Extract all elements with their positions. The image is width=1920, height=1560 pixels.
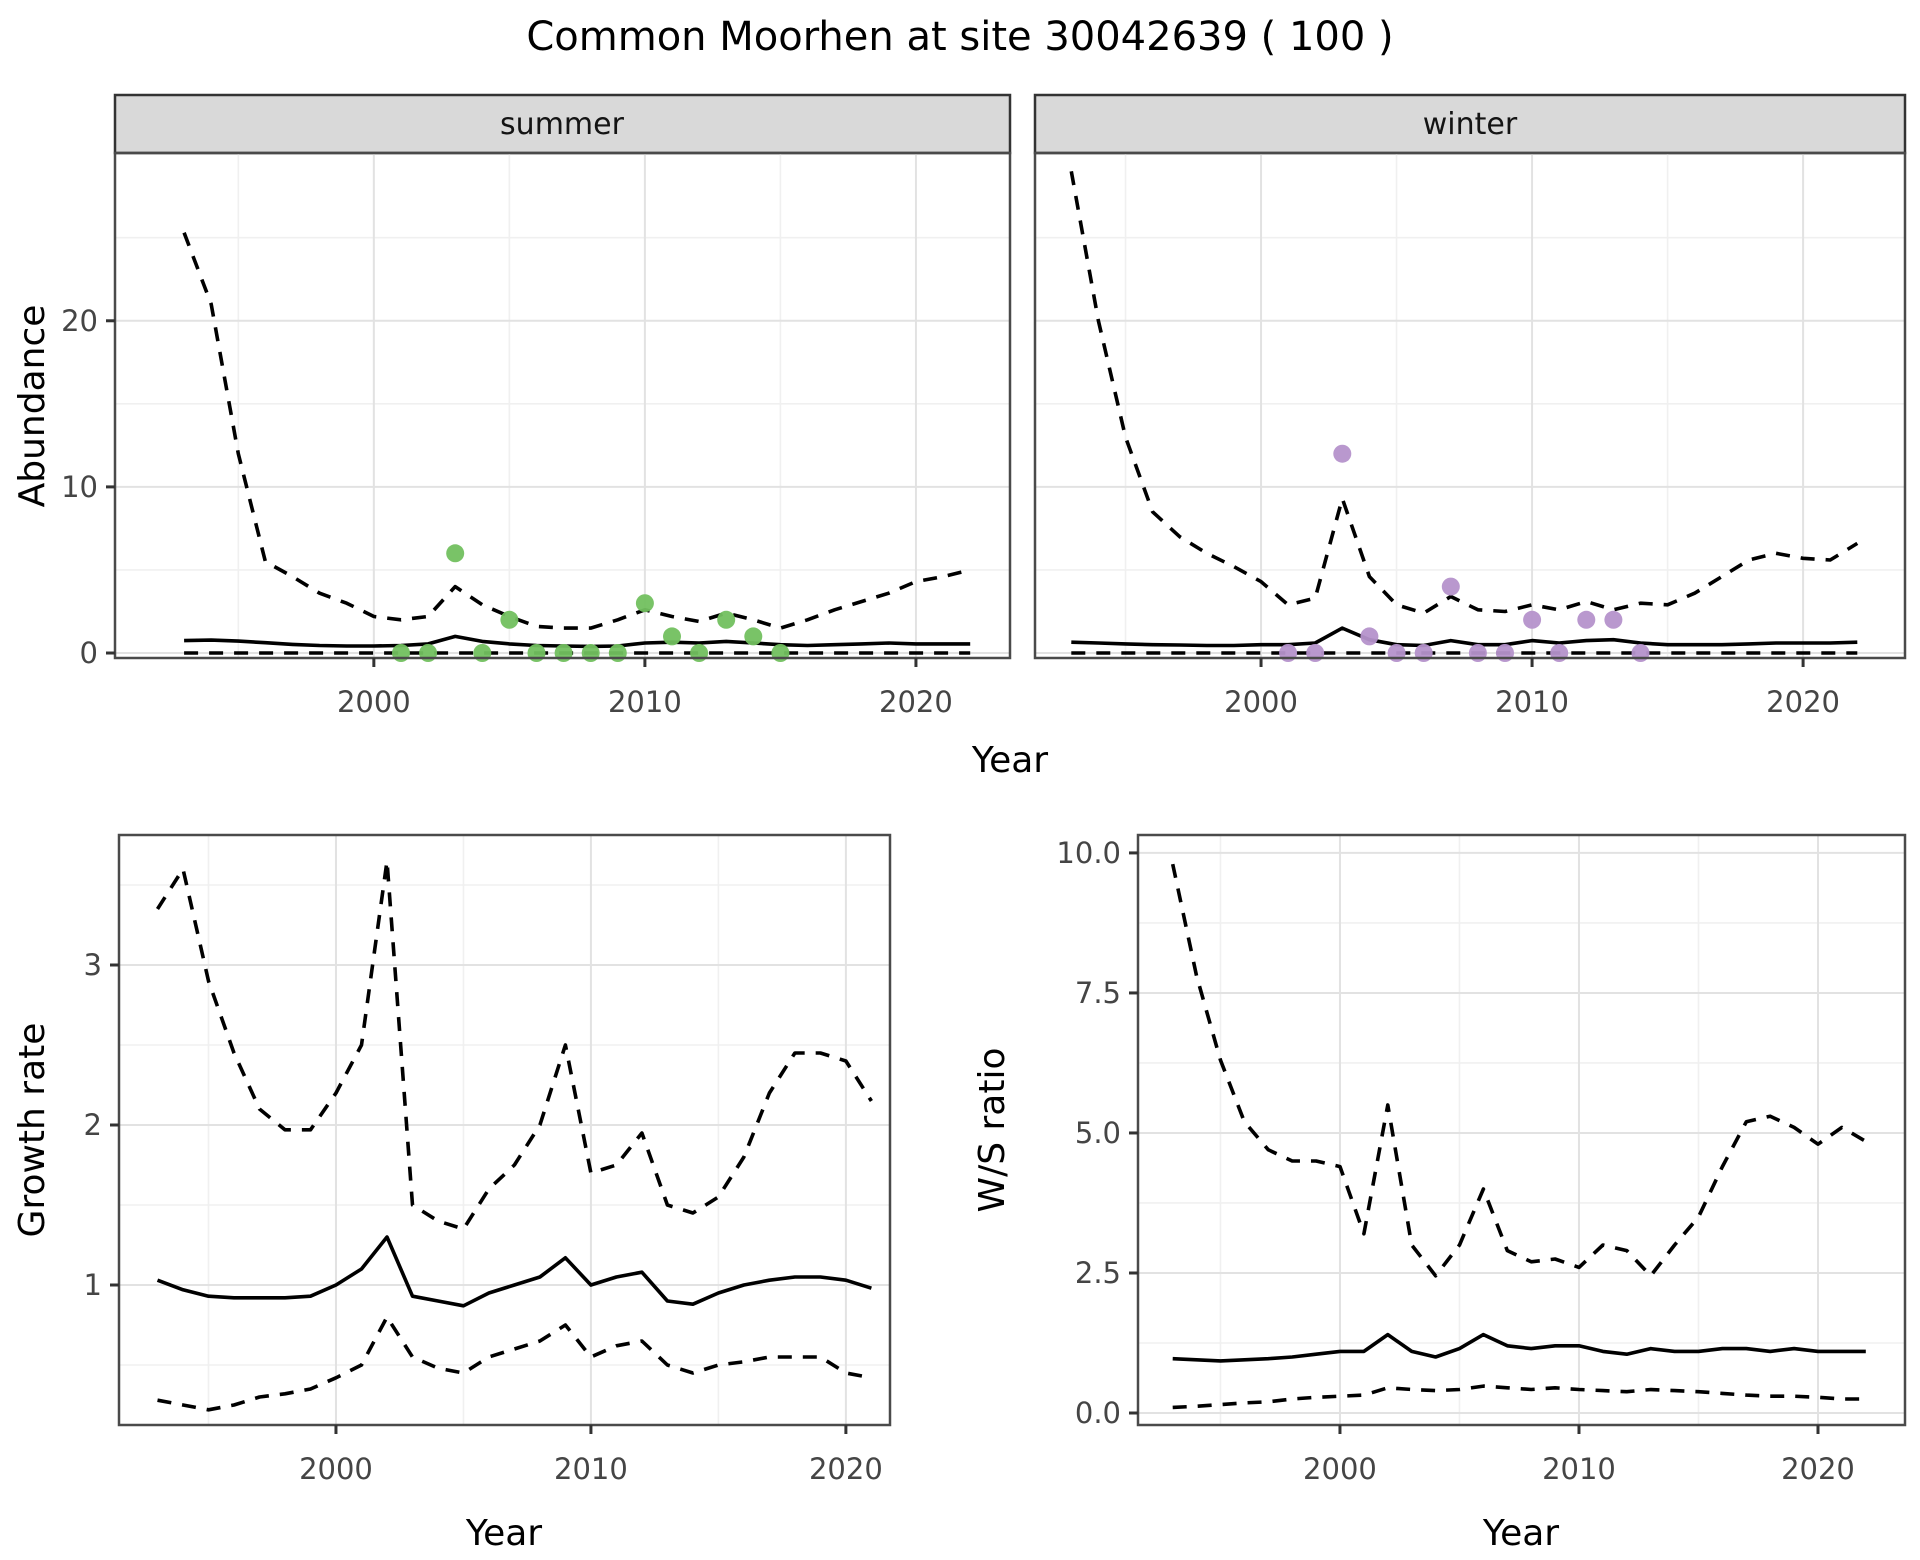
y-axis-tick-label: 10 <box>61 470 98 504</box>
observation-point <box>663 627 681 646</box>
observation-point <box>690 644 709 662</box>
x-axis-tick-label: 2000 <box>1224 685 1298 719</box>
x-axis-tick-label: 2000 <box>1303 1452 1377 1486</box>
x-axis-tick-label: 2000 <box>337 685 411 719</box>
median-fit-line <box>156 1235 872 1308</box>
x-axis-tick-label: 2010 <box>554 1452 628 1486</box>
y-axis-tick-label: 0.0 <box>1075 1396 1121 1430</box>
y-axis-title-ws-ratio: W/S ratio <box>972 1047 1013 1212</box>
upper-credible-interval-line <box>1170 863 1867 1278</box>
x-axis-tick-label: 2010 <box>608 685 682 719</box>
y-axis-tick-label: 0 <box>80 636 98 670</box>
observation-point <box>1387 644 1406 662</box>
observation-point <box>1333 444 1352 463</box>
x-axis-title-year-bottom-right: Year <box>1482 1513 1559 1554</box>
observation-point <box>392 644 410 662</box>
observation-point <box>1468 644 1487 662</box>
panel-ws-ratio: 2000 2010 2020 0.0 2.5 5.0 7.5 10.0 <box>1056 833 1907 1486</box>
panel-border <box>113 151 1012 660</box>
x-axis-tick-label: 2010 <box>1495 685 1569 719</box>
facet-strip-label-summer: summer <box>500 107 625 142</box>
observation-point <box>1279 644 1298 662</box>
observation-point <box>419 644 438 662</box>
data-layer <box>155 859 873 1412</box>
observation-point <box>554 644 573 662</box>
y-axis-tick-label: 5.0 <box>1075 1116 1121 1150</box>
observation-point <box>1631 644 1650 662</box>
facet-strip <box>1033 93 1907 155</box>
observation-point <box>1360 627 1379 646</box>
x-axis-tick-label: 2010 <box>1542 1452 1616 1486</box>
observation-point <box>473 644 492 662</box>
y-axis-tick-label: 7.5 <box>1075 976 1121 1010</box>
y-axis-title-abundance: Abundance <box>12 305 53 508</box>
median-fit-line <box>1172 1332 1866 1363</box>
x-axis-tick-label: 2020 <box>1766 685 1840 719</box>
panel-growth-rate: 2000 2010 2020 1 2 3 <box>84 833 892 1486</box>
x-axis-tick-label: 2000 <box>299 1452 373 1486</box>
median-fit-line <box>184 634 971 649</box>
panel-border <box>1136 833 1907 1427</box>
panel-abundance-winter: 2000 2010 2020 <box>1033 93 1907 719</box>
x-axis-tick-label: 2020 <box>809 1452 883 1486</box>
y-axis-tick-label: 3 <box>84 948 102 982</box>
data-layer <box>1069 170 1859 662</box>
upper-credible-interval-line <box>182 232 971 630</box>
lower-credible-interval-line <box>157 1315 872 1412</box>
observation-point <box>1414 644 1433 662</box>
lower-credible-interval-line <box>1172 1384 1866 1410</box>
panel-border <box>1033 151 1907 660</box>
observation-point <box>446 544 465 563</box>
observation-point <box>1604 610 1623 629</box>
data-layer <box>182 232 971 662</box>
observation-point <box>500 610 519 629</box>
x-axis-title-year-bottom-left: Year <box>465 1513 542 1554</box>
facet-strip <box>113 93 1012 155</box>
observation-point <box>1523 610 1542 629</box>
x-axis-tick-label: 2020 <box>1781 1452 1855 1486</box>
observation-point <box>1306 644 1325 662</box>
median-fit-line <box>1071 626 1858 648</box>
y-axis-title-growth-rate: Growth rate <box>12 1023 53 1238</box>
observation-point <box>527 644 546 662</box>
x-axis-tick-label: 2020 <box>879 685 953 719</box>
y-axis-tick-label: 2.5 <box>1075 1256 1121 1290</box>
y-axis-tick-label: 20 <box>61 304 98 338</box>
observation-point <box>1577 610 1596 629</box>
facet-strip-label-winter: winter <box>1423 107 1518 142</box>
y-axis-tick-label: 1 <box>84 1268 102 1302</box>
data-layer <box>1170 863 1867 1410</box>
observation-point <box>717 610 736 629</box>
y-axis-tick-label: 2 <box>84 1108 102 1142</box>
observation-point <box>1441 577 1460 596</box>
observation-point <box>635 594 654 613</box>
x-axis-title-year-top: Year <box>971 740 1048 781</box>
observation-point <box>771 644 790 662</box>
panel-border <box>117 833 892 1427</box>
observation-point <box>1496 644 1514 662</box>
upper-credible-interval-line <box>155 859 873 1231</box>
observation-point <box>1550 644 1569 662</box>
observation-point <box>608 644 627 662</box>
observation-point <box>581 644 600 662</box>
panel-abundance-summer: 2000 2010 2020 0 10 20 <box>61 93 1012 719</box>
y-axis-tick-label: 10.0 <box>1056 836 1121 870</box>
figure-title: Common Moorhen at site 30042639 ( 100 ) <box>526 14 1393 60</box>
observation-point <box>744 627 763 646</box>
